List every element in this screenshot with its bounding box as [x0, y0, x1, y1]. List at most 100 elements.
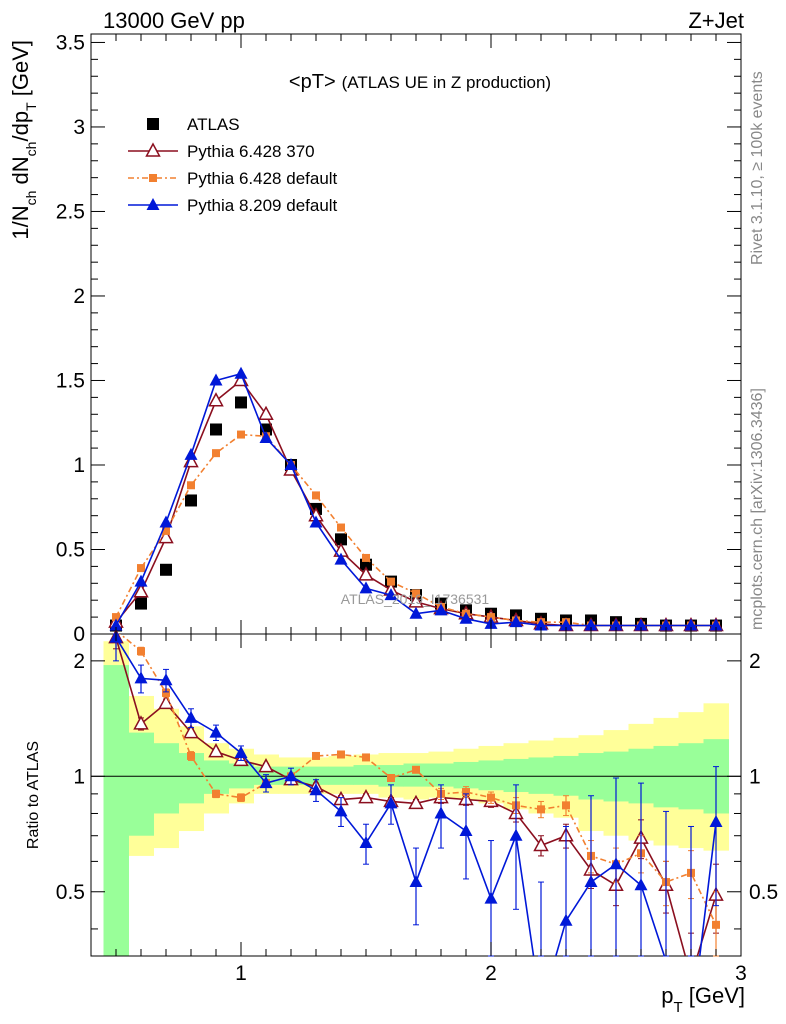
data-point	[209, 725, 223, 738]
data-point	[537, 805, 545, 814]
data-point	[358, 566, 374, 581]
data-point	[462, 788, 470, 797]
y-tick-label-right: 2	[749, 650, 761, 673]
data-point	[312, 491, 320, 500]
data-point	[634, 618, 648, 631]
data-point	[137, 564, 145, 573]
x-tick-label: 1	[235, 962, 247, 985]
data-point	[134, 671, 148, 684]
legend-label: Pythia 6.428 default	[187, 169, 338, 188]
data-point	[609, 857, 623, 870]
data-point	[184, 447, 198, 460]
legend-entry: ATLAS	[147, 115, 240, 134]
data-point	[133, 715, 149, 730]
data-point	[584, 875, 598, 888]
data-point	[359, 581, 373, 594]
y-tick-label: 3.5	[56, 31, 85, 54]
legend-label: Pythia 8.209 default	[187, 196, 338, 215]
y-tick-label: 1	[73, 765, 85, 788]
series-line	[115, 379, 716, 627]
data-point	[384, 588, 398, 601]
data-point	[484, 891, 498, 904]
legend-label: Pythia 6.428 370	[187, 142, 315, 161]
y-tick-label: 2.5	[56, 200, 85, 223]
data-point	[109, 618, 123, 631]
data-point	[187, 751, 195, 760]
data-point	[258, 405, 274, 421]
data-point	[487, 793, 495, 802]
data-point	[562, 801, 570, 810]
data-point	[312, 751, 320, 760]
data-point	[559, 618, 573, 631]
data-point	[335, 533, 347, 546]
y-tick-label: 0.5	[56, 538, 85, 561]
data-point	[145, 142, 161, 157]
band-green	[328, 766, 354, 785]
data-point	[135, 597, 147, 610]
data-point	[209, 373, 223, 386]
y-tick-label: 2	[73, 650, 85, 673]
data-point	[212, 789, 220, 798]
band-green	[453, 761, 479, 789]
data-point	[509, 615, 523, 628]
y-tick-label: 1.5	[56, 369, 85, 392]
data-point	[208, 743, 224, 758]
data-point	[337, 750, 345, 759]
data-point	[533, 836, 549, 852]
data-point	[659, 618, 673, 631]
data-point	[559, 913, 573, 926]
data-point	[387, 577, 395, 586]
data-point	[208, 392, 224, 407]
y-tick-label: 0	[73, 623, 85, 646]
data-point	[334, 552, 348, 565]
data-point	[210, 423, 222, 436]
data-point	[158, 694, 174, 710]
x-tick-label: 2	[485, 962, 497, 985]
data-point	[284, 457, 298, 470]
legend-label: ATLAS	[187, 115, 240, 134]
header-right: Z+Jet	[688, 8, 744, 33]
band-green	[403, 763, 429, 787]
data-point	[162, 688, 170, 697]
data-point	[309, 515, 323, 528]
legend: ATLAS Pythia 6.428 370 Pythia 6.428 defaul…	[128, 115, 338, 215]
band-green	[153, 743, 179, 814]
y-tick-label: 0.5	[56, 881, 85, 904]
data-point	[684, 618, 698, 631]
data-point	[234, 366, 248, 379]
data-point	[149, 174, 157, 182]
data-point	[259, 430, 273, 443]
series-pythia-8-209-default	[109, 630, 723, 957]
data-point	[709, 815, 723, 828]
data-point	[183, 724, 199, 739]
mcplots-label: mcplots.cern.ch [arXiv:1306.3436]	[749, 388, 766, 630]
data-point	[160, 563, 172, 576]
data-point	[434, 806, 448, 819]
y-tick-label-right: 1	[749, 765, 761, 788]
series-pythia-8-209-default	[109, 366, 723, 631]
band-green	[303, 766, 329, 785]
data-point	[509, 828, 523, 841]
main-title: <pT> (ATLAS UE in Z production)	[289, 71, 551, 93]
y-axis-label-main: 1/Nch dNch/dpT [GeV]	[8, 40, 39, 240]
data-point	[237, 793, 245, 802]
data-point	[184, 710, 198, 723]
band-green	[128, 732, 154, 836]
data-point	[459, 824, 473, 837]
ticks-layer: 1 2 3 0 0.5 1 1.5 2 2.5 3 3.5 0.5 0.5 1 1 2 2	[56, 31, 778, 985]
band-green	[478, 760, 504, 791]
data-point	[159, 673, 173, 686]
data-point	[359, 836, 373, 849]
data-point	[337, 523, 345, 532]
series-layer	[108, 366, 724, 957]
data-point	[412, 589, 420, 598]
band-green	[528, 757, 554, 794]
y-tick-label: 3	[73, 116, 85, 139]
data-point	[259, 776, 273, 789]
data-point	[309, 783, 323, 796]
data-point	[384, 796, 398, 809]
data-point	[112, 613, 120, 622]
band-green	[103, 665, 129, 956]
x-axis-label: pT [GeV]	[661, 983, 745, 1016]
data-point	[712, 920, 720, 929]
